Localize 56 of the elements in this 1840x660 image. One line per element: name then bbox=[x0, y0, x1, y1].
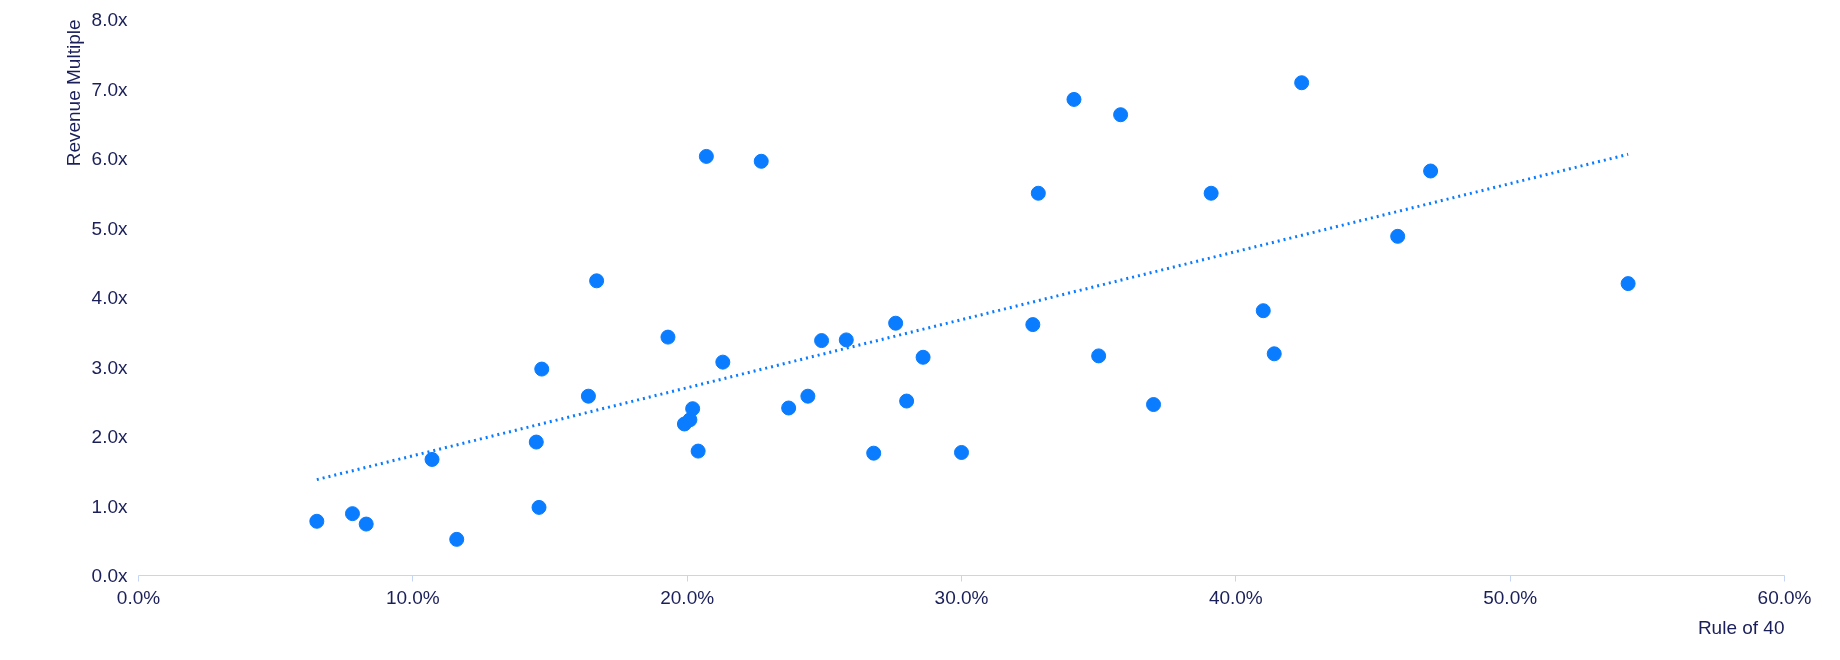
y-tick-label: 0.0x bbox=[91, 565, 128, 586]
point bbox=[753, 153, 769, 169]
point bbox=[424, 451, 440, 467]
point bbox=[344, 506, 360, 522]
point bbox=[685, 401, 701, 417]
point bbox=[1025, 317, 1041, 333]
point bbox=[580, 388, 596, 404]
x-tick-label: 0.0% bbox=[116, 586, 161, 608]
point bbox=[1294, 75, 1310, 91]
point bbox=[1203, 185, 1219, 201]
y-tick-label: 3.0x bbox=[91, 356, 128, 378]
point bbox=[1390, 228, 1406, 244]
point bbox=[954, 445, 969, 460]
point bbox=[814, 333, 830, 349]
point bbox=[715, 354, 731, 370]
point bbox=[660, 329, 676, 345]
x-tick-label: 40.0% bbox=[1208, 586, 1263, 608]
point bbox=[838, 332, 854, 348]
point bbox=[528, 434, 544, 450]
x-tick-label: 10.0% bbox=[385, 586, 440, 608]
y-tick-label: 7.0x bbox=[91, 78, 128, 100]
point bbox=[1423, 163, 1439, 179]
y-tick-label: 2.0x bbox=[91, 426, 128, 447]
point bbox=[1146, 397, 1162, 413]
y-tick-label: 6.0x bbox=[91, 148, 128, 169]
x-tick-label: 60.0% bbox=[1757, 586, 1812, 608]
x-tick-label: 50.0% bbox=[1483, 586, 1538, 608]
point bbox=[1030, 185, 1046, 201]
point bbox=[800, 388, 816, 404]
point bbox=[589, 273, 605, 289]
point bbox=[899, 393, 915, 409]
point bbox=[866, 445, 882, 461]
x-axis-title: Rule of 40 bbox=[1697, 616, 1785, 638]
y-tick-label: 8.0x bbox=[91, 9, 128, 30]
x-tick-label: 20.0% bbox=[660, 586, 715, 608]
point bbox=[1113, 107, 1129, 123]
point bbox=[531, 499, 547, 515]
point bbox=[534, 361, 550, 377]
point bbox=[698, 148, 714, 164]
point bbox=[309, 513, 325, 529]
y-axis-title: Revenue Multiple bbox=[62, 19, 84, 167]
point bbox=[1066, 91, 1082, 107]
point bbox=[1620, 276, 1636, 292]
point bbox=[449, 531, 465, 547]
point bbox=[888, 315, 904, 331]
point bbox=[1266, 346, 1282, 362]
point bbox=[1091, 348, 1107, 364]
x-tick-label: 30.0% bbox=[934, 586, 989, 608]
point bbox=[915, 349, 931, 365]
point bbox=[1255, 303, 1271, 319]
y-tick-label: 5.0x bbox=[91, 217, 128, 239]
point bbox=[781, 400, 797, 416]
point bbox=[358, 516, 374, 532]
y-tick-label: 4.0x bbox=[91, 287, 128, 308]
y-tick-label: 1.0x bbox=[91, 495, 128, 517]
point bbox=[690, 443, 706, 459]
